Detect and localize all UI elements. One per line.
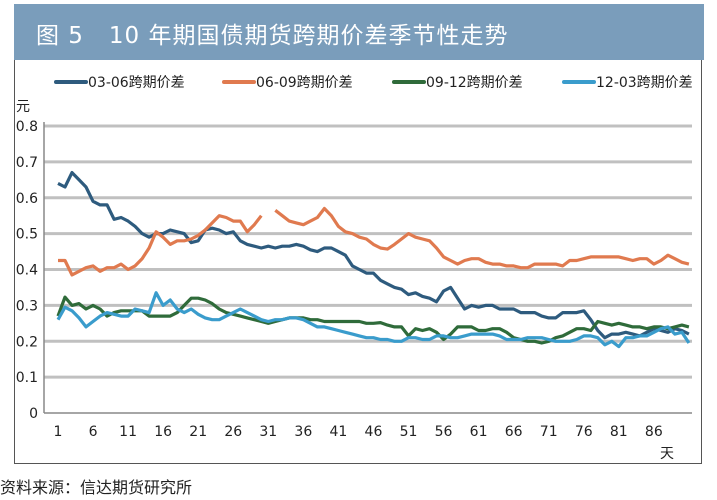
x-tick-label: 36 xyxy=(294,424,312,440)
legend-label: 06-09跨期价差 xyxy=(256,75,353,91)
series-line-09-12跨期价差 xyxy=(56,295,690,345)
x-tick-label: 26 xyxy=(224,424,242,440)
y-tick-label: 0.2 xyxy=(16,334,38,350)
x-tick-label: 21 xyxy=(189,424,207,440)
x-tick-label: 16 xyxy=(154,424,172,440)
source-note: 资料来源：信达期货研究所 xyxy=(0,478,193,497)
title-bar: 图 5 10 年期国债期货跨期价差季节性走势 xyxy=(14,4,704,60)
x-tick-label: 86 xyxy=(645,424,663,440)
x-tick-label: 71 xyxy=(540,424,558,440)
x-tick-label: 81 xyxy=(610,424,628,440)
series-line-06-09跨期价差 xyxy=(58,206,690,277)
x-tick-label: 1 xyxy=(54,424,63,440)
y-tick-label: 0.1 xyxy=(16,370,38,386)
series-line-12-03跨期价差 xyxy=(56,291,691,349)
legend-label: 09-12跨期价差 xyxy=(426,75,523,91)
x-tick-label: 31 xyxy=(259,424,277,440)
y-tick-label: 0.8 xyxy=(16,119,38,135)
x-tick-label: 6 xyxy=(89,424,98,440)
series-line-03-06跨期价差 xyxy=(57,171,690,340)
chart-title: 图 5 10 年期国债期货跨期价差季节性走势 xyxy=(36,23,509,49)
y-tick-label: 0.5 xyxy=(16,227,38,243)
x-axis-label: 天 xyxy=(660,446,674,462)
y-tick-label: 0.4 xyxy=(16,263,38,279)
x-tick-label: 51 xyxy=(400,424,418,440)
legend-label: 03-06跨期价差 xyxy=(88,75,185,91)
x-tick-label: 11 xyxy=(119,424,137,440)
y-tick-label: 0 xyxy=(29,406,38,422)
line-chart: 00.10.20.30.40.50.60.70.81 6 11 16 21 26 31 36 4… xyxy=(16,75,693,462)
y-tick-label: 0.6 xyxy=(16,191,38,207)
chart-frame xyxy=(14,60,702,464)
x-tick-label: 76 xyxy=(575,424,593,440)
legend-label: 12-03跨期价差 xyxy=(596,75,693,91)
x-tick-label: 41 xyxy=(329,424,347,440)
x-tick-label: 66 xyxy=(505,424,523,440)
y-tick-label: 0.7 xyxy=(16,155,38,171)
x-tick-label: 61 xyxy=(470,424,488,440)
x-tick-label: 46 xyxy=(365,424,383,440)
y-axis-label: 元 xyxy=(16,99,30,115)
x-tick-label: 56 xyxy=(435,424,453,440)
y-tick-label: 0.3 xyxy=(16,298,38,314)
